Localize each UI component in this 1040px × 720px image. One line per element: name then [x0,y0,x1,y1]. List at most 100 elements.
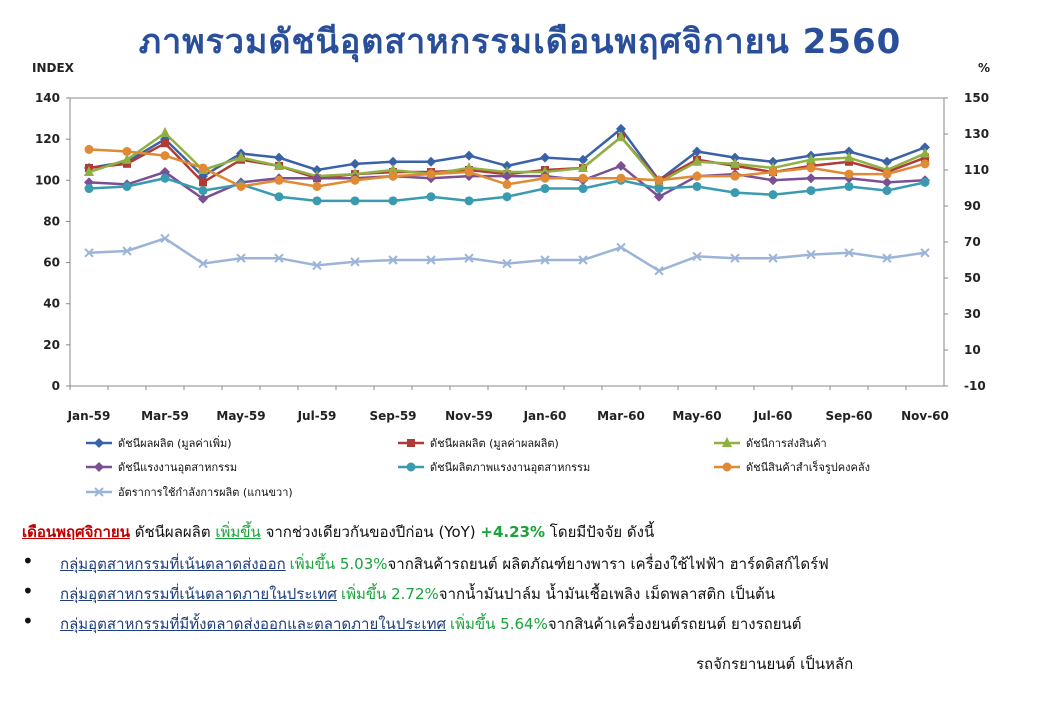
y-left-tick-label: 60 [43,256,60,270]
data-point [882,177,892,188]
data-point [312,260,322,271]
summary-increase: เพิ่มขึ้น [215,523,261,541]
data-point [94,487,104,497]
bullet-dot-icon: • [22,609,34,633]
data-point [160,173,170,183]
data-point-stroke [350,257,360,267]
x-tick-label: May-60 [672,409,721,423]
summary-text-2: จากช่วงเดียวกันของปีก่อน (YoY) [260,523,481,541]
data-point [616,123,626,134]
y-left-tick-label: 40 [43,297,60,311]
data-point [312,196,322,206]
data-point [502,171,512,182]
y-right-tick-label: 90 [964,199,981,213]
data-point [844,181,854,191]
data-point [730,188,740,198]
data-point [578,161,588,172]
data-point [844,146,854,157]
data-point [464,167,474,177]
data-point-stroke [94,487,104,497]
data-point [84,166,94,177]
data-point [920,248,930,258]
data-point [274,253,284,263]
legend-label: ดัชนีผลผลิต (มูลค่าผลผลิต) [430,437,559,450]
data-point [198,163,208,173]
bullet-change: เพิ่มขึ้น 5.03% [289,555,388,573]
data-point [350,168,360,179]
data-point [730,253,740,263]
y-left-tick-label: 0 [52,379,60,393]
bullet-continuation: รถจักรยานยนต์ เป็นหลัก [696,655,854,673]
data-point [920,142,930,153]
data-point [236,253,246,263]
data-point-stroke [920,248,930,258]
data-point [426,192,436,202]
data-point [654,191,664,202]
data-point [768,175,778,186]
legend-item: ดัชนีผลผลิต (มูลค่าผลผลิต) [398,437,559,450]
legend-label: ดัชนีแรงงานอุตสาหกรรม [118,461,237,474]
data-point [84,184,94,194]
chart-series [84,123,930,276]
data-point [540,152,550,163]
y-right-tick-label: 10 [964,343,981,357]
data-point [806,173,816,184]
data-point [350,158,360,169]
data-point [464,196,474,206]
data-point [692,171,702,181]
chart-axes: INDEX% [32,61,990,387]
data-point [692,181,702,191]
data-point [540,184,550,194]
data-point [160,233,170,244]
data-point-stroke [502,258,512,269]
data-point [616,173,626,183]
data-point-stroke [236,253,246,263]
data-point [236,151,246,162]
legend-label: อัตราการใช้กำลังการผลิต (แกนขวา) [118,486,293,499]
data-point-stroke [730,253,740,263]
x-tick-label: Nov-59 [445,409,493,423]
bullet-category: กลุ่มอุตสาหกรรมที่เน้นตลาดส่งออก [60,555,286,573]
x-tick-label: Nov-60 [901,409,949,423]
x-tick-label: Mar-59 [141,409,189,423]
page-title: ภาพรวมดัชนีอุตสาหกรรมเดือนพฤศจิกายน 2560 [138,22,902,62]
data-point [722,437,732,447]
summary-line: เดือนพฤศจิกายน ดัชนีผลผลิต เพิ่มขึ้น จาก… [22,520,1032,544]
data-point [274,159,284,170]
data-point-stroke [388,255,398,265]
data-point [502,258,512,269]
x-tick-label: Jan-59 [67,409,111,423]
data-point [730,152,740,163]
data-point [388,171,398,181]
legend-label: ดัชนีการส่งสินค้า [746,437,827,450]
bullet-detail: จากน้ำมันปาล์ม น้ำมันเชื้อเพลิง เม็ดพลาส… [438,585,776,603]
bullet-detail: จากสินค้ารถยนต์ ผลิตภัณฑ์ยางพารา เครื่อง… [387,555,829,573]
y-right-tick-label: 70 [964,235,981,249]
data-point [312,181,322,191]
data-point [198,258,208,269]
data-point [406,462,416,472]
data-point-stroke [122,246,132,256]
chart-legend: ดัชนีผลผลิต (มูลค่าเพิ่ม) ดัชนีผลผลิต (มู… [86,435,870,499]
data-point [722,462,732,472]
data-point [350,196,360,206]
y-right-tick-label: 110 [964,163,989,177]
data-point [426,156,436,167]
data-point [122,153,132,164]
data-point [388,156,398,167]
data-point [768,156,778,167]
y-left-tick-label: 120 [35,132,60,146]
legend-item: อัตราการใช้กำลังการผลิต (แกนขวา) [86,486,293,499]
data-point [920,147,930,158]
data-point [882,156,892,167]
data-point-stroke [84,248,94,258]
data-point [578,255,588,265]
data-point [768,190,778,200]
data-point [198,186,208,196]
data-point [198,193,208,204]
y-axis-right-label: % [978,61,990,75]
y-left-tick-label: 20 [43,338,60,352]
legend-label: ดัชนีผลผลิต (มูลค่าเพิ่ม) [118,435,232,450]
data-point [312,173,322,184]
series-6 [84,233,930,276]
